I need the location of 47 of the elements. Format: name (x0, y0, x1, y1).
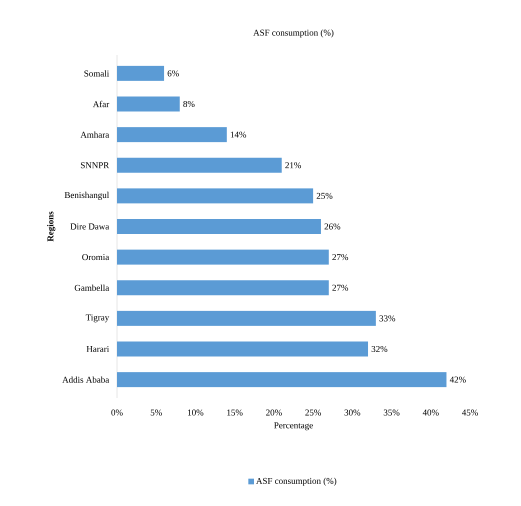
y-tick-label: Afar (92, 100, 110, 108)
bar (117, 188, 314, 204)
x-tick-label: 25% (305, 409, 322, 416)
x-tick-label: 35% (384, 409, 400, 416)
bar (117, 219, 321, 234)
y-tick-label: Harari (86, 346, 110, 352)
bar (117, 66, 164, 81)
bar (117, 250, 329, 265)
data-label: 26% (324, 223, 340, 230)
y-tick-label: Oromia (82, 254, 110, 260)
data-label: 8% (183, 100, 195, 108)
data-label: 32% (372, 346, 388, 352)
data-label: 25% (316, 192, 332, 199)
bar (117, 342, 368, 357)
y-tick-label: Addis Ababa (62, 376, 110, 383)
y-tick-label: Benishangul (64, 192, 110, 200)
data-label: 27% (332, 284, 348, 291)
x-tick-label: 10% (188, 409, 204, 416)
x-axis-title: Percentage (274, 422, 313, 430)
y-tick-label: Amhara (80, 131, 110, 138)
bar (117, 127, 227, 142)
data-label: 33% (379, 315, 396, 322)
bar (117, 280, 329, 296)
y-tick-label: Somali (84, 70, 110, 77)
y-tick-label: SNNPR (80, 162, 110, 168)
x-tick-label: 40% (422, 409, 439, 416)
legend-label: ASF consumption (%) (256, 478, 336, 486)
x-tick-label: 45% (462, 409, 478, 416)
y-axis-title: Regions (47, 212, 56, 242)
x-tick-label: 0% (111, 409, 123, 416)
bar (117, 96, 180, 112)
y-tick-label: Dire Dawa (70, 223, 110, 230)
data-label: 21% (285, 162, 302, 168)
chart-title: ASF consumption (%) (253, 29, 334, 38)
x-tick-label: 5% (150, 409, 162, 416)
x-tick-label: 20% (266, 409, 282, 416)
y-tick-label: Tigray (86, 314, 110, 322)
x-tick-label: 30% (344, 409, 360, 416)
data-label: 6% (168, 70, 179, 76)
data-label: 42% (450, 376, 466, 383)
bar (117, 158, 282, 173)
bar (117, 310, 376, 326)
bar (117, 372, 446, 388)
y-tick-label: Gambella (74, 284, 110, 291)
x-tick-label: 15% (227, 409, 243, 416)
data-label: 27% (332, 254, 348, 260)
data-label: 14% (230, 132, 246, 138)
